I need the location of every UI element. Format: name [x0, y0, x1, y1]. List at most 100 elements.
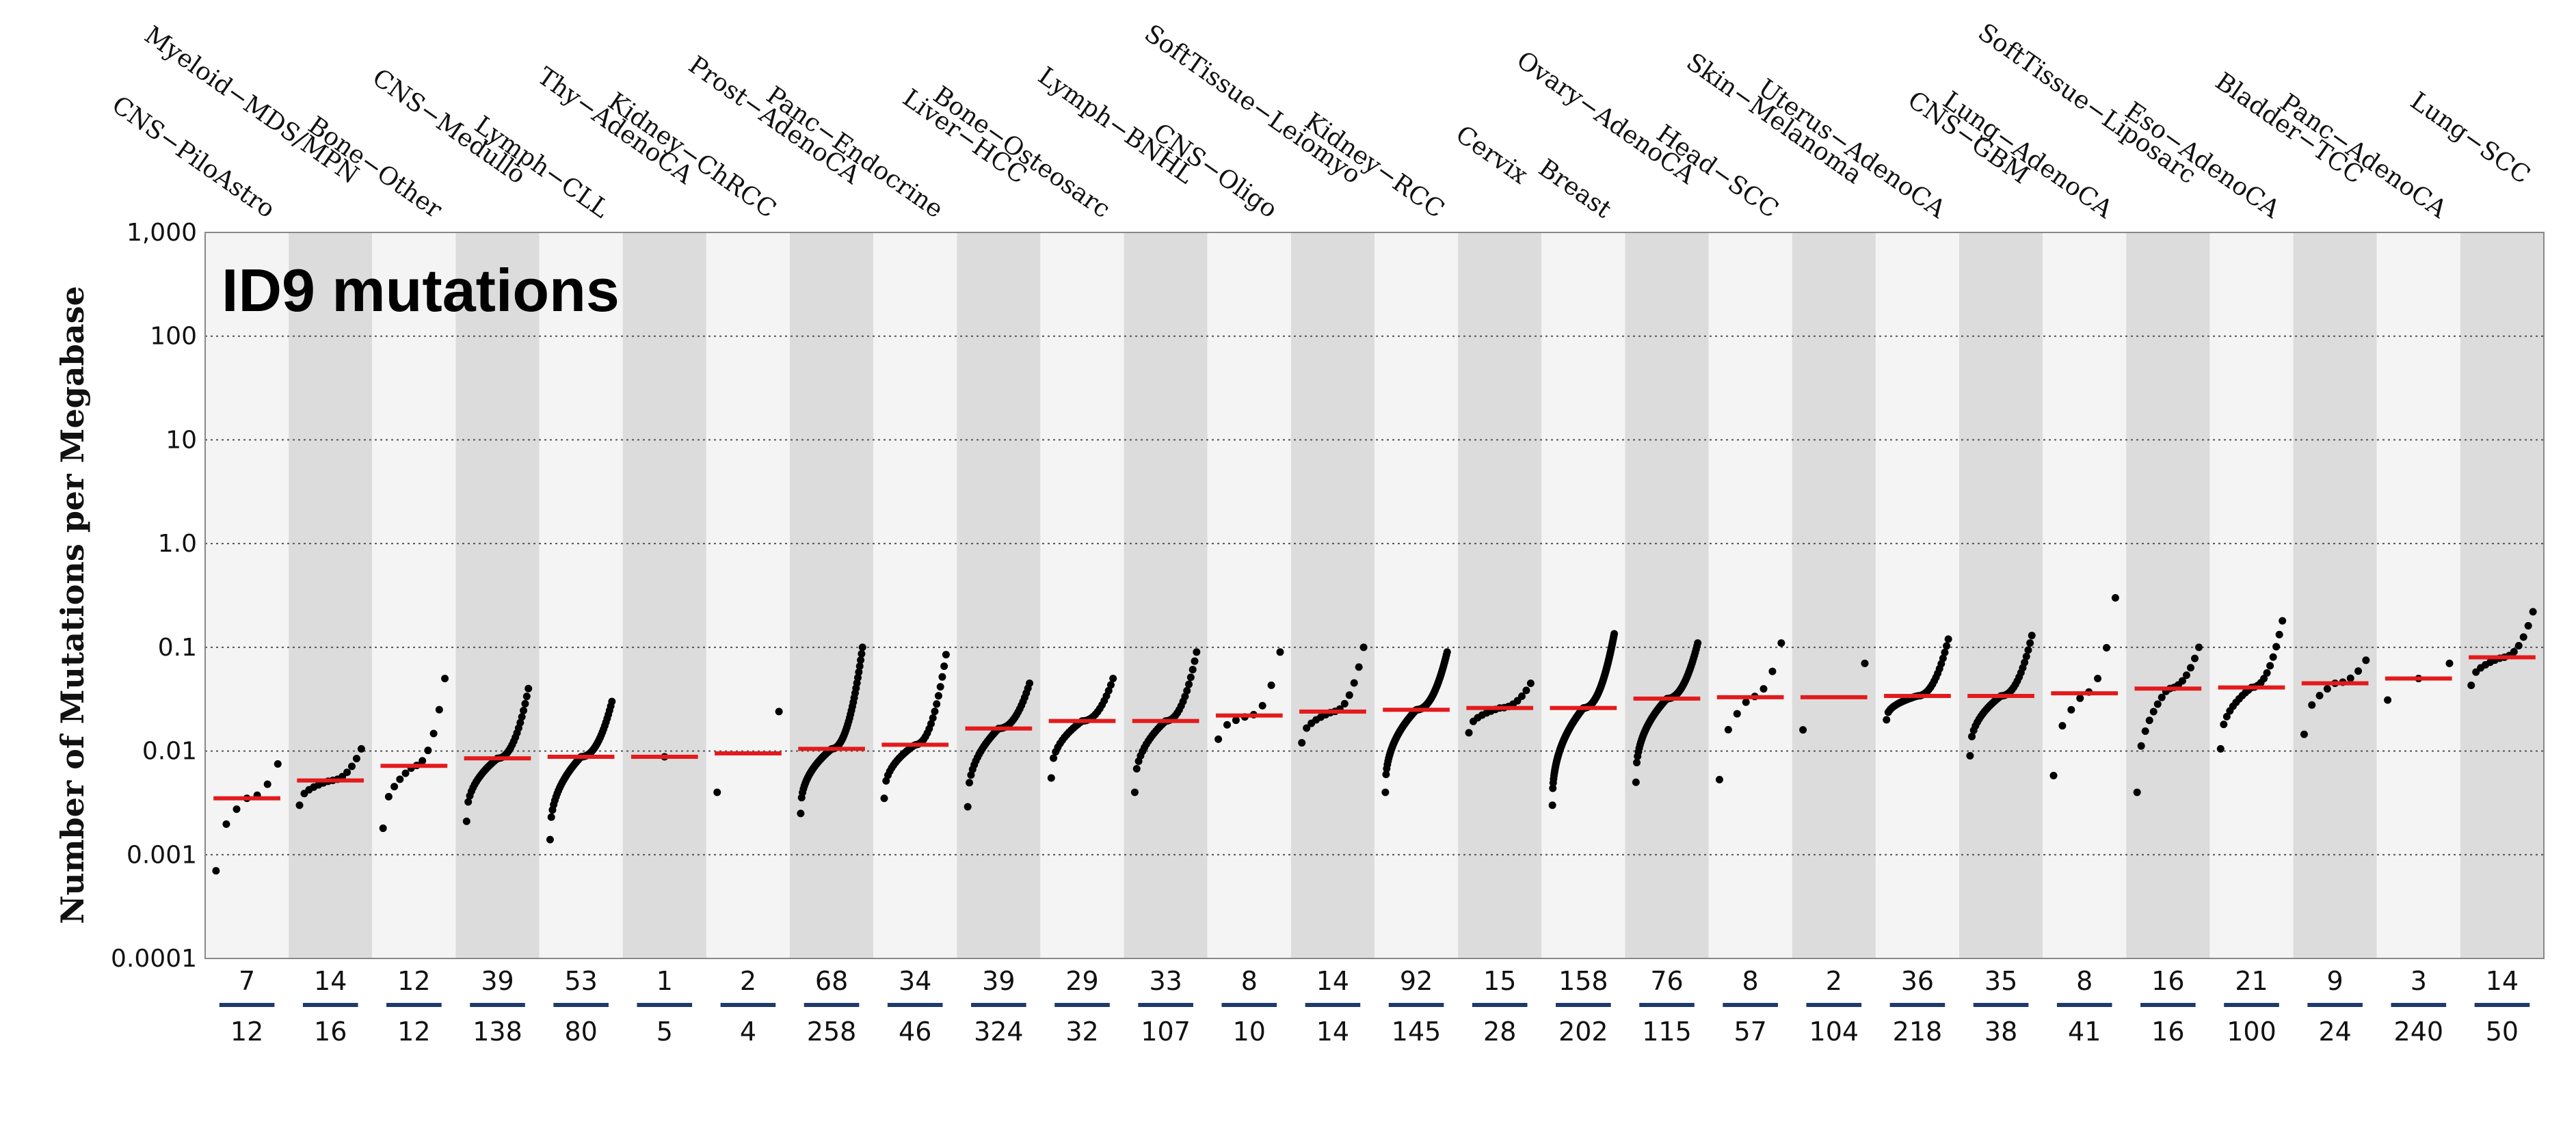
- count-total: 57: [1734, 1017, 1766, 1047]
- data-point: [608, 697, 616, 706]
- data-point: [934, 692, 942, 700]
- count-with-mutations: 92: [1400, 966, 1433, 996]
- data-point: [2149, 708, 2157, 716]
- data-point: [2362, 656, 2370, 664]
- data-point: [1109, 675, 1117, 683]
- data-point: [2067, 706, 2075, 714]
- band: [1040, 232, 1124, 958]
- chart-title: ID9 mutations: [222, 256, 620, 324]
- plot-frame: [204, 232, 2545, 959]
- data-point: [295, 801, 304, 809]
- data-point: [1026, 679, 1034, 687]
- count-total: 218: [1893, 1017, 1943, 1047]
- data-point: [429, 729, 438, 738]
- count-with-mutations: 14: [1316, 966, 1349, 996]
- count-total: 24: [2318, 1017, 2351, 1047]
- data-point: [2022, 652, 2030, 660]
- data-point: [1742, 698, 1750, 706]
- y-axis-ticks: 1,000 100 10 1.0 0.1 0.01 0.001 0.0001: [111, 219, 197, 973]
- data-point: [2191, 654, 2199, 662]
- data-point: [775, 708, 783, 716]
- band: [2043, 232, 2127, 958]
- data-point: [1549, 784, 1557, 792]
- data-point: [518, 713, 526, 721]
- count-total: 202: [1558, 1017, 1608, 1047]
- band: [1290, 232, 1375, 958]
- data-point: [525, 684, 533, 693]
- data-point: [1276, 648, 1284, 656]
- data-point: [2308, 701, 2316, 709]
- data-point: [855, 668, 863, 676]
- data-point: [1223, 721, 1232, 729]
- y-tick-label: 100: [150, 323, 197, 351]
- data-point: [1517, 692, 1526, 700]
- data-point: [2272, 643, 2281, 651]
- data-point: [1232, 716, 1240, 725]
- data-point: [462, 817, 470, 825]
- data-point: [2026, 639, 2034, 647]
- data-point: [352, 755, 360, 763]
- count-total: 46: [899, 1017, 931, 1047]
- data-point: [1760, 685, 1768, 693]
- band: [205, 232, 289, 958]
- data-point: [1303, 724, 1311, 732]
- count-total: 41: [2068, 1017, 2101, 1047]
- data-point: [1298, 739, 1306, 747]
- data-point: [2049, 771, 2058, 779]
- count-total: 12: [397, 1017, 430, 1047]
- data-point: [419, 757, 427, 765]
- count-total: 50: [2486, 1017, 2519, 1047]
- data-point: [2514, 641, 2523, 649]
- data-point: [2102, 644, 2110, 652]
- data-point: [1381, 788, 1390, 796]
- count-total: 16: [2151, 1017, 2184, 1047]
- data-point: [855, 662, 864, 671]
- count-with-mutations: 12: [397, 966, 430, 996]
- y-tick-label: 1,000: [127, 219, 197, 247]
- data-point: [1359, 643, 1368, 652]
- band: [2209, 232, 2294, 958]
- count-with-mutations: 29: [1065, 966, 1098, 996]
- data-point: [2279, 617, 2287, 625]
- data-point: [2137, 742, 2145, 750]
- data-point: [2186, 664, 2194, 672]
- band: [1124, 232, 1208, 958]
- band: [2460, 232, 2544, 958]
- count-total: 138: [473, 1017, 522, 1047]
- data-point: [522, 693, 531, 701]
- band: [1959, 232, 2043, 958]
- data-point: [2354, 667, 2363, 675]
- data-point: [1632, 778, 1640, 786]
- data-point: [1340, 699, 1349, 708]
- count-with-mutations: 76: [1650, 966, 1683, 996]
- data-point: [2157, 693, 2166, 701]
- data-point: [936, 683, 944, 691]
- data-point: [2094, 675, 2102, 683]
- data-point: [1633, 759, 1641, 767]
- band: [455, 232, 540, 958]
- data-point: [940, 662, 948, 671]
- sample-counts: 7121416121239138538015246825834463932429…: [219, 966, 2530, 1047]
- data-point: [1183, 686, 1191, 695]
- count-total: 12: [230, 1017, 263, 1047]
- data-point: [2153, 700, 2162, 708]
- band: [1458, 232, 1542, 958]
- data-point: [1768, 667, 1777, 675]
- data-point: [464, 798, 473, 806]
- data-point: [880, 794, 888, 803]
- data-point: [520, 706, 528, 714]
- band: [372, 232, 456, 958]
- data-point: [1522, 686, 1530, 695]
- data-point: [2076, 694, 2084, 702]
- count-with-mutations: 39: [481, 966, 514, 996]
- count-with-mutations: 16: [2151, 966, 2184, 996]
- count-with-mutations: 8: [2076, 966, 2093, 996]
- data-point: [1106, 681, 1115, 689]
- data-point: [931, 708, 939, 716]
- data-point: [1548, 801, 1556, 809]
- category-label: Myeloid−MDS/MPN: [140, 21, 364, 190]
- count-with-mutations: 7: [239, 966, 255, 996]
- data-point: [854, 673, 862, 682]
- band: [873, 232, 957, 958]
